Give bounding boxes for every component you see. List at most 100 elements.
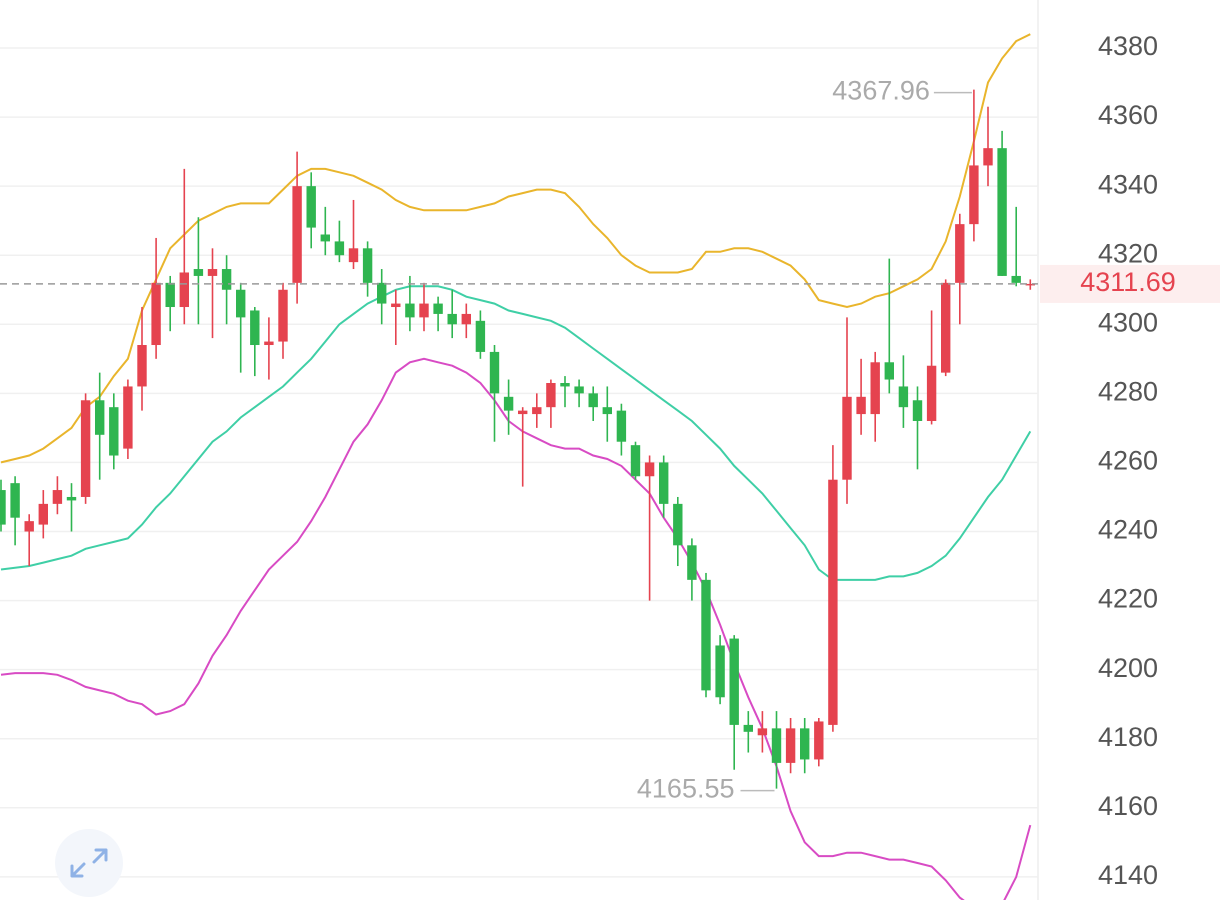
y-tick-label: 4300 bbox=[1098, 307, 1158, 337]
candle-body bbox=[447, 313, 457, 325]
min-label: 4165.55 bbox=[637, 774, 735, 804]
candle-body bbox=[419, 303, 429, 318]
candle-body bbox=[193, 269, 204, 276]
candle-body bbox=[870, 362, 880, 415]
candle-body bbox=[475, 320, 486, 352]
candle-body bbox=[941, 282, 951, 373]
candle-body bbox=[306, 186, 316, 228]
candle-body bbox=[771, 728, 782, 763]
y-tick-label: 4380 bbox=[1098, 31, 1158, 61]
candle-body bbox=[391, 303, 401, 308]
candle-body bbox=[334, 241, 345, 256]
candle-body bbox=[264, 341, 274, 346]
candle-body bbox=[292, 186, 302, 283]
candle-body bbox=[165, 282, 175, 308]
candle-body bbox=[52, 490, 63, 504]
candle-body bbox=[66, 496, 77, 501]
candle-body bbox=[151, 282, 161, 346]
candle-body bbox=[278, 289, 288, 342]
candle-body bbox=[221, 269, 232, 290]
candle-body bbox=[137, 345, 147, 387]
candle-body bbox=[405, 303, 415, 318]
y-tick-label: 4140 bbox=[1098, 860, 1158, 890]
candle-body bbox=[912, 400, 923, 421]
candle-body bbox=[588, 393, 598, 408]
candle-body bbox=[348, 248, 359, 263]
candle-body bbox=[743, 724, 753, 732]
candle-body bbox=[574, 386, 584, 394]
candle-body bbox=[320, 234, 330, 242]
candle-body bbox=[997, 148, 1007, 276]
candle-body bbox=[969, 165, 979, 225]
expand-button[interactable] bbox=[55, 829, 123, 897]
candle-body bbox=[207, 269, 218, 276]
candle-body bbox=[926, 365, 937, 421]
candle-body bbox=[518, 410, 528, 415]
candle-body bbox=[560, 383, 570, 387]
candle-body bbox=[898, 386, 909, 408]
candle-body bbox=[10, 483, 20, 518]
candle-body bbox=[433, 303, 443, 314]
candle-body bbox=[983, 148, 993, 166]
candle-body bbox=[687, 545, 697, 580]
candle-body bbox=[630, 445, 641, 477]
candle-body bbox=[673, 503, 683, 546]
candle-body bbox=[24, 521, 34, 532]
candle-body bbox=[814, 721, 824, 760]
candle-body bbox=[842, 396, 852, 480]
candle-body bbox=[828, 479, 838, 725]
candle-body bbox=[856, 396, 866, 415]
max-label: 4367.96 bbox=[832, 76, 930, 106]
y-tick-label: 4220 bbox=[1098, 584, 1158, 614]
candle-body bbox=[616, 410, 627, 442]
candle-body bbox=[489, 351, 500, 394]
candle-body bbox=[38, 503, 48, 525]
candle-body bbox=[546, 383, 556, 408]
candle-body bbox=[715, 645, 725, 698]
bands bbox=[0, 33, 1032, 900]
y-tick-label: 4340 bbox=[1098, 169, 1158, 199]
candle-body bbox=[1025, 283, 1035, 286]
candle-body bbox=[236, 289, 246, 318]
candle-body bbox=[701, 579, 711, 691]
candle-body bbox=[362, 248, 373, 283]
labels: 4140 4160 4180 4200 4220 4240 4260 4280 4300 4320… bbox=[0, 31, 1220, 890]
y-tick-label: 4240 bbox=[1098, 515, 1158, 545]
y-tick-label: 4280 bbox=[1098, 376, 1158, 406]
candle-body bbox=[461, 313, 471, 325]
last-price-label: 4311.69 bbox=[1080, 267, 1176, 297]
candle-body bbox=[729, 638, 739, 725]
candle-body bbox=[80, 400, 91, 497]
candle-body bbox=[602, 407, 612, 415]
candle-body bbox=[109, 407, 119, 456]
y-tick-label: 4200 bbox=[1098, 653, 1158, 683]
y-tick-label: 4260 bbox=[1098, 446, 1158, 476]
candle-body bbox=[0, 490, 6, 525]
candle-body bbox=[800, 728, 810, 760]
candle-body bbox=[377, 282, 387, 304]
candle-body bbox=[503, 396, 514, 411]
candle-body bbox=[95, 400, 105, 435]
candle-body bbox=[123, 386, 133, 449]
y-tick-label: 4180 bbox=[1098, 722, 1158, 752]
candles bbox=[0, 89, 1035, 789]
candle-body bbox=[659, 462, 669, 504]
candle-body bbox=[757, 728, 768, 736]
candle-body bbox=[955, 224, 965, 283]
y-tick-label: 4320 bbox=[1098, 238, 1158, 268]
y-tick-label: 4360 bbox=[1098, 100, 1158, 130]
y-tick-label: 4160 bbox=[1098, 791, 1158, 821]
candle-body bbox=[1011, 275, 1021, 283]
candle-body bbox=[179, 272, 189, 308]
candle-body bbox=[785, 728, 796, 763]
band-line bbox=[0, 357, 1032, 900]
candle-body bbox=[884, 362, 894, 380]
band-line bbox=[0, 285, 1032, 581]
last-price-box bbox=[1040, 264, 1220, 303]
candle-body bbox=[644, 462, 655, 477]
grid bbox=[0, 47, 1038, 878]
candle-body bbox=[250, 310, 260, 346]
band-line bbox=[0, 33, 1031, 464]
candle-body bbox=[532, 407, 542, 415]
